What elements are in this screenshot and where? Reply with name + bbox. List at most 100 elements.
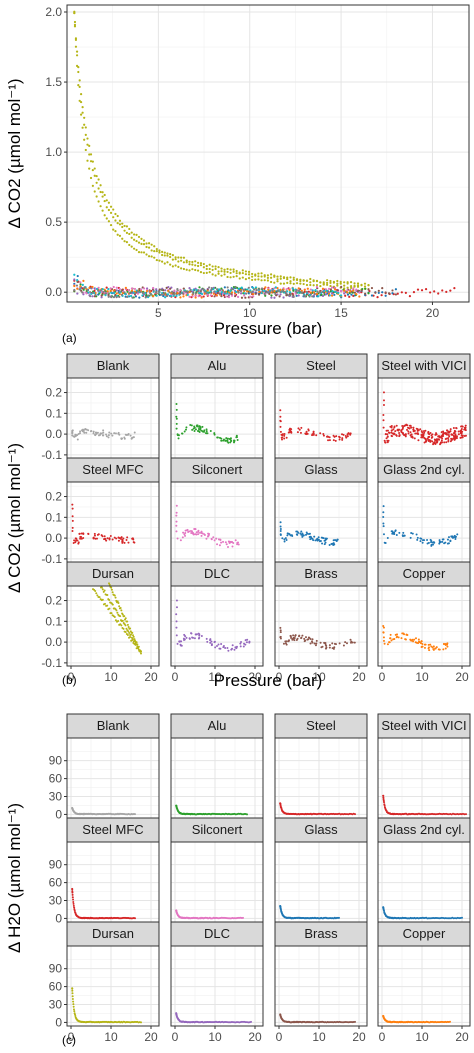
data-point [285, 643, 288, 646]
data-point [123, 229, 126, 232]
data-point [73, 909, 76, 912]
data-point [424, 643, 427, 646]
data-point [120, 609, 123, 612]
data-point [398, 431, 401, 434]
data-point [116, 222, 119, 225]
plot-border [170, 585, 264, 667]
data-point [363, 285, 367, 288]
data-point [192, 288, 195, 292]
data-point [123, 615, 126, 618]
data-point [110, 296, 113, 299]
data-point [100, 534, 103, 537]
facet-strip [377, 921, 471, 947]
plot-background [67, 378, 159, 458]
data-point [100, 586, 103, 589]
data-point [334, 288, 337, 291]
data-point [313, 292, 316, 296]
data-point [149, 293, 153, 296]
data-point [136, 290, 139, 293]
facet-title: Steel [306, 718, 336, 733]
data-point [219, 539, 222, 542]
data-point [429, 291, 432, 294]
data-point [433, 442, 436, 445]
data-point [215, 644, 218, 647]
data-point [398, 531, 401, 534]
data-point [326, 279, 329, 282]
data-point [135, 641, 138, 644]
plot-border [66, 585, 160, 667]
data-point [335, 435, 338, 438]
data-point [336, 284, 339, 287]
data-point [202, 262, 205, 266]
data-point [167, 286, 170, 289]
data-point [72, 1008, 75, 1011]
data-point [443, 432, 446, 435]
data-point [279, 420, 282, 423]
data-point [217, 643, 220, 646]
data-point [77, 70, 80, 74]
data-point [141, 292, 145, 295]
data-point [112, 228, 115, 231]
data-point [447, 440, 450, 443]
data-point [178, 293, 182, 296]
data-point [225, 543, 228, 546]
data-points [175, 504, 240, 548]
data-point [297, 294, 300, 297]
data-point [279, 290, 282, 294]
data-point [237, 543, 240, 546]
data-point [111, 603, 114, 606]
data-point [82, 429, 85, 432]
data-point [350, 641, 353, 644]
data-point [176, 642, 179, 645]
data-point [126, 623, 129, 626]
data-point [137, 250, 141, 254]
data-point [175, 514, 178, 517]
data-point [176, 288, 179, 291]
y-tick-label: 30 [49, 998, 63, 1012]
data-point [205, 428, 208, 431]
data-point [442, 642, 445, 645]
data-point [108, 583, 111, 586]
facet-panel: Steel [274, 713, 368, 819]
data-point [113, 615, 116, 618]
data-point [108, 582, 110, 585]
data-point [182, 256, 186, 259]
x-tick-label: 0 [68, 670, 75, 684]
data-point [200, 292, 204, 296]
data-point [164, 289, 167, 292]
data-point [229, 268, 232, 271]
facet-strip [170, 353, 264, 379]
y-tick-label: 60 [49, 876, 63, 890]
data-point [128, 232, 131, 236]
data-point [282, 290, 285, 293]
data-point [305, 290, 309, 293]
data-point [103, 288, 106, 291]
data-point [420, 289, 424, 292]
data-point [313, 642, 316, 645]
data-point [407, 430, 410, 433]
data-point [382, 909, 385, 912]
data-point [430, 436, 433, 439]
data-point [99, 289, 102, 292]
data-point [246, 288, 249, 291]
data-point [210, 644, 213, 647]
x-tick-label: 10 [415, 1030, 429, 1044]
data-point [102, 290, 105, 294]
data-point [223, 270, 226, 273]
data-point [175, 402, 178, 405]
data-point [408, 295, 412, 298]
data-point [317, 536, 320, 539]
data-point [98, 291, 101, 294]
data-point [205, 432, 208, 435]
data-point [123, 240, 126, 243]
x-tick-label: 20 [352, 1030, 366, 1044]
data-point [334, 290, 337, 293]
data-point [197, 430, 200, 433]
x-tick-label: 0 [68, 1030, 75, 1044]
data-point [104, 292, 108, 295]
data-point [166, 293, 170, 296]
data-point [384, 294, 387, 297]
data-point [140, 652, 142, 655]
data-point [446, 538, 449, 541]
data-point [194, 260, 197, 263]
